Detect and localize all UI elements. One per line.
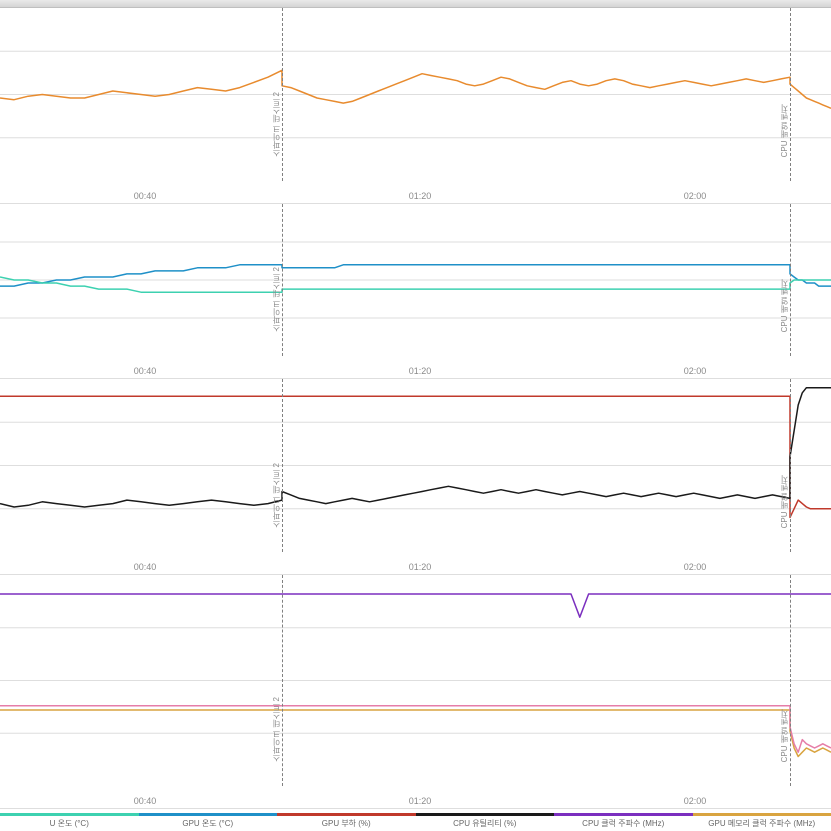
event-marker-label: 스파이크 테스트 2 (271, 697, 282, 762)
event-marker: 스파이크 테스트 2 (282, 575, 283, 786)
chart-temp[interactable]: 스파이크 테스트 2 CPU 배열 벤치 00:40 01:20 02:00 (0, 8, 831, 204)
event-marker-label: 스파이크 테스트 2 (271, 92, 282, 157)
event-marker-label: CPU 배열 벤치 (779, 475, 790, 528)
window-titlebar (0, 0, 831, 8)
x-axis-tick: 02:00 (684, 796, 707, 806)
legend: U 온도 (°C) GPU 온도 (°C) GPU 부하 (%) CPU 유틸리티 (… (0, 809, 831, 831)
event-marker: 스파이크 테스트 2 (282, 8, 283, 181)
event-marker-label: CPU 배열 벤치 (779, 279, 790, 332)
charts-container: 스파이크 테스트 2CPU 배열 벤치00:4001:2002:00스파이크 테… (0, 8, 831, 809)
event-marker: 스파이크 테스트 2 (282, 379, 283, 552)
legend-label: GPU 온도 (°C) (182, 818, 233, 829)
x-axis-tick: 00:40 (134, 191, 157, 201)
x-axis-tick: 01:20 (409, 562, 432, 572)
series-gpu-load (0, 396, 831, 517)
legend-color-bar (416, 813, 555, 816)
event-marker: CPU 배열 벤치 (790, 575, 791, 786)
legend-item[interactable]: CPU 클럭 주파수 (MHz) (554, 813, 693, 829)
series-cpu-temp (0, 70, 831, 108)
legend-item[interactable]: GPU 메모리 클럭 주파수 (MHz) (693, 813, 831, 829)
legend-item[interactable]: CPU 유틸리티 (%) (416, 813, 555, 829)
chart-clock[interactable]: 스파이크 테스트 2 CPU 배열 벤치 00:40 01:20 02:00 (0, 575, 831, 809)
x-axis-tick: 01:20 (409, 796, 432, 806)
legend-label: CPU 클럭 주파수 (MHz) (582, 818, 664, 829)
series-gpu-temp-a (0, 265, 831, 286)
x-axis-tick: 02:00 (684, 191, 707, 201)
legend-item[interactable]: GPU 부하 (%) (277, 813, 416, 829)
x-axis-tick: 00:40 (134, 366, 157, 376)
chart-util[interactable]: 스파이크 테스트 2 CPU 배열 벤치 00:40 01:20 02:00 (0, 379, 831, 575)
event-marker-label: CPU 배열 벤치 (779, 104, 790, 157)
x-axis-tick: 00:40 (134, 796, 157, 806)
legend-color-bar (693, 813, 831, 816)
series-cpu-clock (0, 594, 831, 617)
x-axis-tick: 02:00 (684, 562, 707, 572)
x-axis-tick: 02:00 (684, 366, 707, 376)
legend-color-bar (554, 813, 693, 816)
legend-color-bar (277, 813, 416, 816)
legend-item[interactable]: GPU 온도 (°C) (139, 813, 278, 829)
event-marker: 스파이크 테스트 2 (282, 204, 283, 356)
event-marker: CPU 배열 벤치 (790, 204, 791, 356)
legend-label: CPU 유틸리티 (%) (453, 818, 516, 829)
legend-label: GPU 부하 (%) (322, 818, 371, 829)
legend-label: GPU 메모리 클럭 주파수 (MHz) (708, 818, 815, 829)
event-marker-label: CPU 배열 벤치 (779, 709, 790, 762)
legend-color-bar (139, 813, 278, 816)
legend-color-bar (0, 813, 139, 816)
series-cpu-util (0, 388, 831, 507)
x-axis-tick: 01:20 (409, 366, 432, 376)
x-axis-tick: 01:20 (409, 191, 432, 201)
x-axis-tick: 00:40 (134, 562, 157, 572)
event-marker-label: 스파이크 테스트 2 (271, 267, 282, 332)
series-gpu-mem-clock (0, 706, 831, 752)
event-marker: CPU 배열 벤치 (790, 379, 791, 552)
series-gpu-temp-b (0, 277, 831, 292)
event-marker-label: 스파이크 테스트 2 (271, 463, 282, 528)
event-marker: CPU 배열 벤치 (790, 8, 791, 181)
chart-gputemp[interactable]: 스파이크 테스트 2 CPU 배열 벤치 00:40 01:20 02:00 (0, 204, 831, 379)
legend-label: U 온도 (°C) (50, 818, 89, 829)
legend-item[interactable]: U 온도 (°C) (0, 813, 139, 829)
